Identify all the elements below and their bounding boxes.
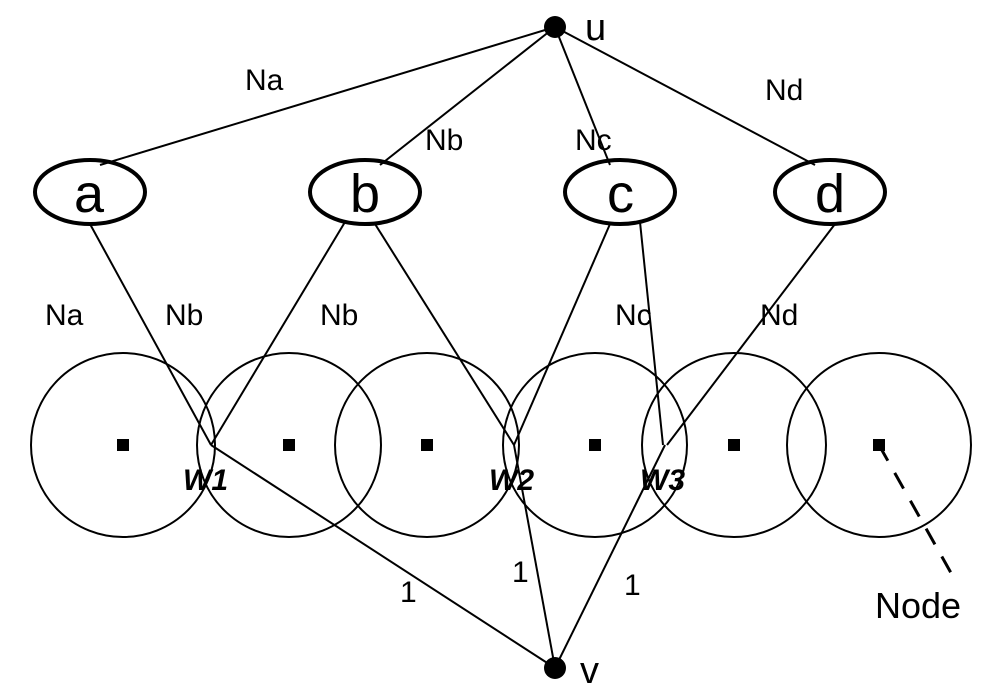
edge-label-u-c: Nc [575, 124, 612, 157]
edge-c-W2 [514, 224, 610, 445]
node-d-label: d [815, 164, 845, 224]
edge-label-W3-v: 1 [624, 569, 641, 602]
network-diagram: a b c d u v Na Nb Nc Nd Na Nb Nb Nc Nd 1 1 1 W1 W2 W3 Node [0, 0, 1000, 698]
center-marker-3 [421, 439, 433, 451]
edge-label-a-W1: Na [45, 299, 84, 332]
edge-u-b [380, 27, 555, 165]
edge-label-c-W2: Nc [615, 299, 652, 332]
node-callout-line [879, 445, 955, 580]
center-marker-1 [117, 439, 129, 451]
edge-label-u-d: Nd [765, 74, 803, 107]
node-callout-label: Node [875, 585, 961, 626]
node-b-label: b [350, 164, 380, 224]
endpoint-u-label: u [585, 7, 606, 49]
edge-b-W2 [375, 224, 514, 445]
edge-label-W2-v: 1 [512, 556, 529, 589]
endpoint-v [544, 657, 566, 679]
endpoint-v-label: v [580, 650, 599, 692]
edge-c-W3 [640, 222, 663, 445]
edge-label-u-b: Nb [425, 124, 463, 157]
w-label-W2: W2 [489, 464, 534, 497]
edge-a-W1 [90, 224, 211, 445]
w-label-W1: W1 [183, 464, 228, 497]
edge-u-a [100, 27, 555, 165]
center-marker-4 [589, 439, 601, 451]
edge-label-u-a: Na [245, 64, 284, 97]
edge-label-b-W2: Nb [320, 299, 358, 332]
endpoint-u [544, 16, 566, 38]
edge-d-W3 [667, 224, 835, 445]
node-c-label: c [607, 164, 634, 224]
w-label-W3: W3 [640, 464, 685, 497]
center-marker-5 [728, 439, 740, 451]
center-marker-6 [873, 439, 885, 451]
edge-label-d-W3: Nd [760, 299, 798, 332]
edge-b-W1 [211, 222, 345, 445]
node-a-label: a [74, 164, 105, 224]
edge-label-b-W1: Nb [165, 299, 203, 332]
center-marker-2 [283, 439, 295, 451]
edge-label-W1-v: 1 [400, 576, 417, 609]
